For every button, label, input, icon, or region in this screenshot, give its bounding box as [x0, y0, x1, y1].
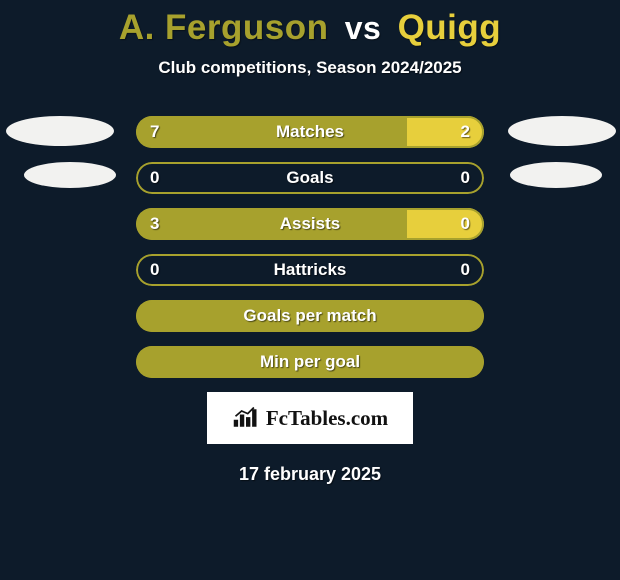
bar-value-p2: 0	[461, 260, 470, 280]
stat-bar: 0 0Goals	[136, 162, 484, 194]
stat-bar: 0 0Hattricks	[136, 254, 484, 286]
player1-badge-placeholder-1	[6, 116, 114, 146]
bar-segment-p1	[136, 208, 407, 240]
bar-segment-full	[136, 300, 484, 332]
player1-badge-placeholder-2	[24, 162, 116, 188]
stat-bar: 72Matches	[136, 116, 484, 148]
player2-badge-placeholder-1	[508, 116, 616, 146]
fctables-logo: FcTables.com	[207, 392, 413, 444]
bar-border	[136, 254, 484, 286]
player2-name: Quigg	[398, 8, 502, 47]
bar-label: Goals	[136, 168, 484, 188]
bar-segment-p1	[136, 116, 407, 148]
player1-name: A. Ferguson	[119, 8, 329, 47]
bar-value-p1: 0	[150, 260, 159, 280]
bar-segment-full	[136, 346, 484, 378]
bar-border	[136, 162, 484, 194]
page-title: A. Ferguson vs Quigg	[0, 0, 620, 48]
stat-bar: 30Assists	[136, 208, 484, 240]
player2-badge-placeholder-2	[510, 162, 602, 188]
bar-chart-icon	[232, 406, 260, 430]
bar-label: Hattricks	[136, 260, 484, 280]
bars-container: 72Matches00Goals30Assists00HattricksGoal…	[136, 116, 484, 378]
stat-bar: Min per goal	[136, 346, 484, 378]
vs-label: vs	[345, 10, 382, 46]
bar-value-p1: 0	[150, 168, 159, 188]
subtitle: Club competitions, Season 2024/2025	[0, 58, 620, 78]
bar-segment-p2	[407, 208, 484, 240]
logo-text: FcTables.com	[266, 406, 388, 431]
date-label: 17 february 2025	[0, 464, 620, 485]
chart-area: 72Matches00Goals30Assists00HattricksGoal…	[0, 116, 620, 378]
bar-segment-p2	[407, 116, 484, 148]
bar-value-p2: 0	[461, 168, 470, 188]
stat-bar: Goals per match	[136, 300, 484, 332]
